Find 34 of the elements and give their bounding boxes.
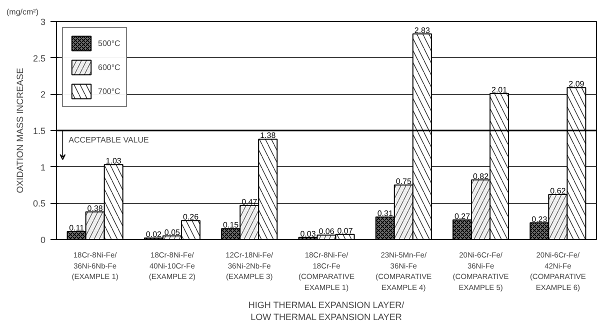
data-label: 0.03 (300, 229, 316, 238)
legend-label: 700°C (98, 86, 120, 96)
data-label: 0.23 (532, 214, 548, 224)
y-tick-label: 2 (40, 90, 46, 100)
data-label: 0.75 (396, 177, 412, 186)
y-tick-label: 0 (40, 235, 46, 245)
y-axis-title: OXIDATION MASS INCREASE (14, 68, 25, 194)
data-label: 0.07 (337, 226, 354, 236)
data-label: 0.26 (182, 212, 200, 222)
data-label: 0.05 (164, 228, 181, 237)
data-label: 0.06 (318, 227, 335, 236)
legend-label: 600°C (98, 62, 120, 72)
data-label: 1.38 (260, 131, 276, 140)
y-tick-label: 1.5 (32, 126, 46, 136)
y-tick-label: 1 (40, 162, 46, 172)
data-label: 0.15 (223, 220, 240, 230)
data-label: 0.02 (146, 230, 162, 240)
data-label: 0.82 (473, 172, 490, 181)
data-label: 0.27 (454, 212, 471, 221)
data-label: 0.11 (69, 224, 85, 233)
data-label: 2.83 (414, 26, 430, 35)
y-tick-label: 2.5 (32, 53, 46, 64)
x-axis-title: HIGH THERMAL EXPANSION LAYER/ LOW THERMAL EXPANSION LAYER (248, 300, 405, 322)
data-label: 0.31 (377, 208, 394, 218)
legend-label: 500°C (98, 38, 120, 48)
y-tick-label: 3 (40, 17, 46, 27)
data-label: 1.03 (106, 156, 122, 166)
ref-line-label: ACCEPTABLE VALUE (68, 136, 149, 144)
data-label: 0.62 (550, 186, 566, 196)
data-label: 2.01 (492, 85, 508, 94)
data-label: 2.09 (568, 80, 585, 89)
text: (mg/cm²) (6, 8, 39, 16)
data-label: 0.38 (87, 204, 104, 213)
y-tick-label: 0.5 (32, 198, 46, 209)
